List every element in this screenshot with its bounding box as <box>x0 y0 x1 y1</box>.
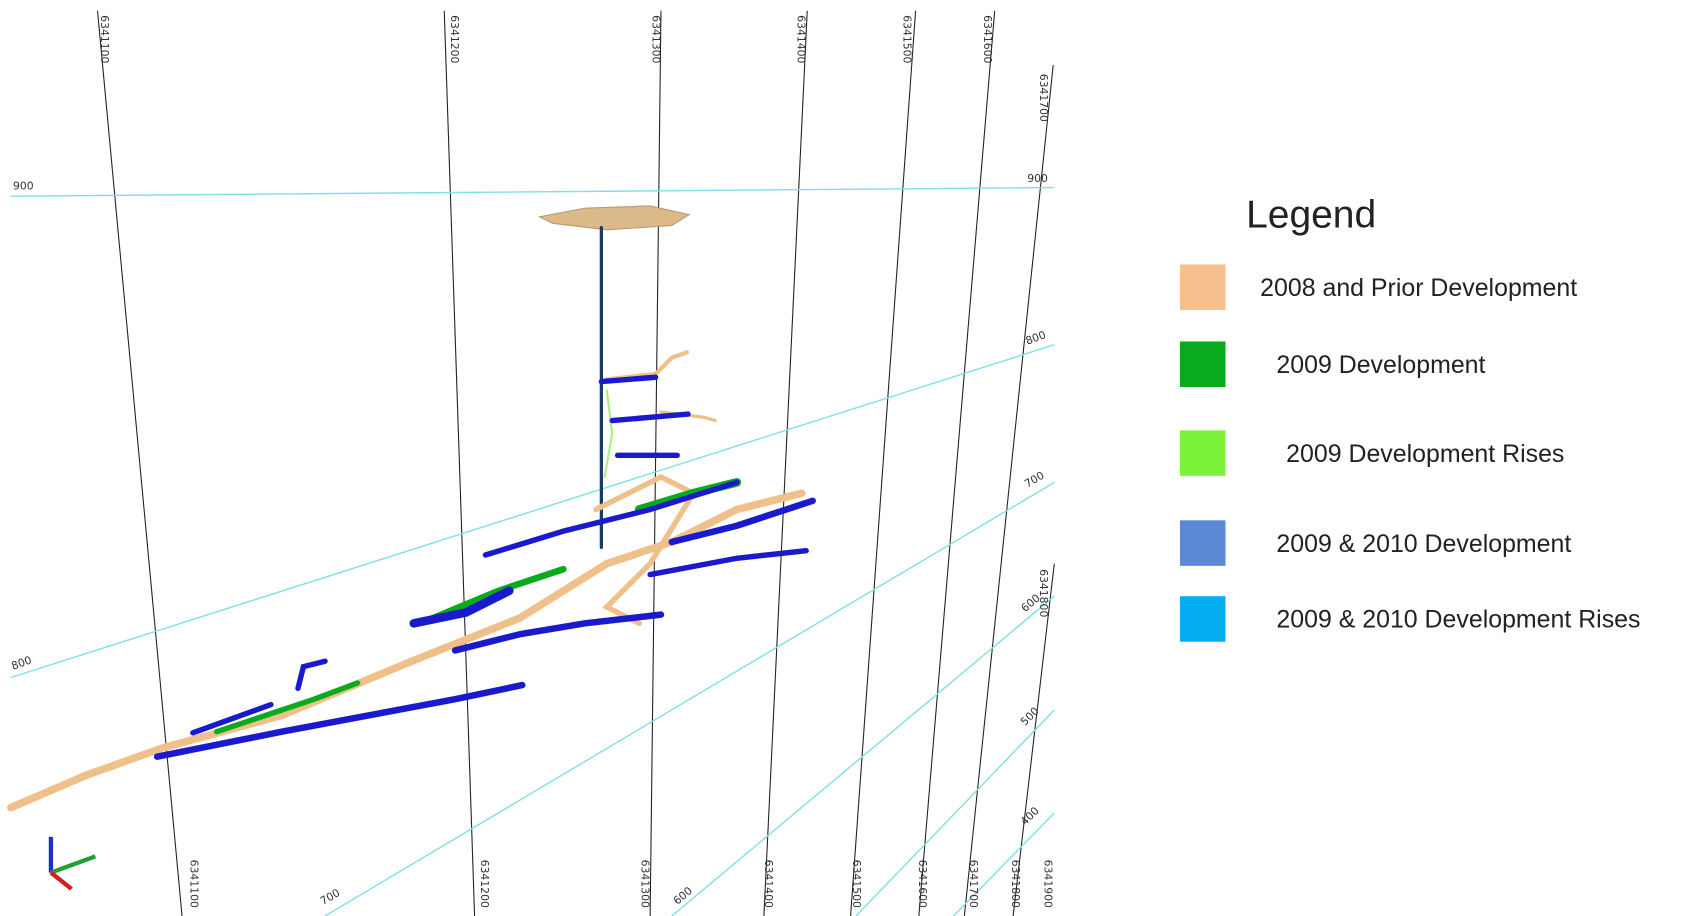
northing-label: 6341500 <box>850 860 863 908</box>
northing-label: 6341100 <box>188 860 201 908</box>
legend-label: 2009 Development Rises <box>1286 440 1564 468</box>
elevation-label: 600 <box>671 884 695 907</box>
northing-label: 6341900 <box>1042 860 1055 908</box>
northing-label: 6341300 <box>649 15 662 63</box>
legend-swatch <box>1179 596 1226 642</box>
elevation-label: 400 <box>1018 804 1042 828</box>
northing-lines <box>96 10 1055 916</box>
legend-swatch <box>1179 430 1226 476</box>
legend-swatch <box>1179 264 1226 311</box>
northing-label: 6341600 <box>981 15 994 63</box>
legend-label: 2008 and Prior Development <box>1260 274 1577 302</box>
grid-labels: 6341100 6341200 6341300 6341400 6341500 63416… <box>10 15 1055 908</box>
elevation-label: 900 <box>1027 172 1048 185</box>
elevation-label: 900 <box>13 180 34 193</box>
northing-label: 6341100 <box>98 15 111 63</box>
northing-label: 6341500 <box>901 15 914 63</box>
northing-label: 6341400 <box>794 15 807 63</box>
elevation-label: 700 <box>318 886 342 908</box>
elevation-label: 700 <box>1022 469 1046 491</box>
legend-title: Legend <box>1246 194 1376 237</box>
workings <box>7 205 816 812</box>
legend-label: 2009 Development <box>1276 351 1485 379</box>
axis-triad <box>48 836 97 891</box>
legend: Legend 2008 and Prior Development 2009 De… <box>1179 194 1640 642</box>
northing-label: 6341700 <box>967 860 980 908</box>
northing-label: 6341600 <box>916 860 929 908</box>
legend-swatch <box>1179 520 1226 566</box>
legend-label: 2009 & 2010 Development Rises <box>1276 606 1640 634</box>
legend-label: 2009 & 2010 Development <box>1276 530 1571 558</box>
northing-label: 6341400 <box>762 860 775 908</box>
legend-swatch <box>1179 341 1226 387</box>
elevation-label: 800 <box>1024 328 1048 347</box>
northing-label: 6341700 <box>1037 74 1050 122</box>
elevation-lines <box>10 186 1055 916</box>
northing-label: 6341800 <box>1037 569 1050 617</box>
elevation-label: 500 <box>1018 705 1042 729</box>
elevation-label: 800 <box>10 653 34 672</box>
northing-label: 6341200 <box>478 860 491 908</box>
northing-label: 6341300 <box>638 860 651 908</box>
northing-label: 6341800 <box>1009 860 1022 908</box>
northing-label: 6341200 <box>448 15 461 63</box>
